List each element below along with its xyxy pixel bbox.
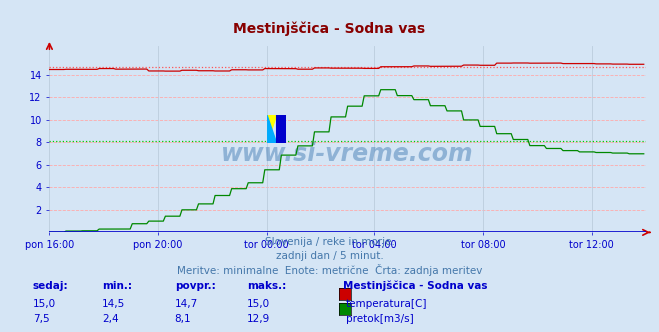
Text: 7,5: 7,5 [33, 314, 49, 324]
Text: www.si-vreme.com: www.si-vreme.com [221, 142, 474, 166]
Text: maks.:: maks.: [247, 281, 287, 290]
Text: 8,1: 8,1 [175, 314, 191, 324]
Text: 2,4: 2,4 [102, 314, 119, 324]
Text: zadnji dan / 5 minut.: zadnji dan / 5 minut. [275, 251, 384, 261]
Text: 14,5: 14,5 [102, 299, 125, 309]
Text: Mestinjščica - Sodna vas: Mestinjščica - Sodna vas [233, 22, 426, 36]
Text: pretok[m3/s]: pretok[m3/s] [346, 314, 414, 324]
Text: Mestinjščica - Sodna vas: Mestinjščica - Sodna vas [343, 281, 487, 291]
Text: 12,9: 12,9 [247, 314, 270, 324]
Text: 15,0: 15,0 [247, 299, 270, 309]
Text: Slovenija / reke in morje.: Slovenija / reke in morje. [264, 237, 395, 247]
Text: povpr.:: povpr.: [175, 281, 215, 290]
Text: sedaj:: sedaj: [33, 281, 69, 290]
Text: 15,0: 15,0 [33, 299, 56, 309]
Text: Meritve: minimalne  Enote: metrične  Črta: zadnja meritev: Meritve: minimalne Enote: metrične Črta:… [177, 264, 482, 276]
Text: temperatura[C]: temperatura[C] [346, 299, 428, 309]
Text: 14,7: 14,7 [175, 299, 198, 309]
Text: min.:: min.: [102, 281, 132, 290]
